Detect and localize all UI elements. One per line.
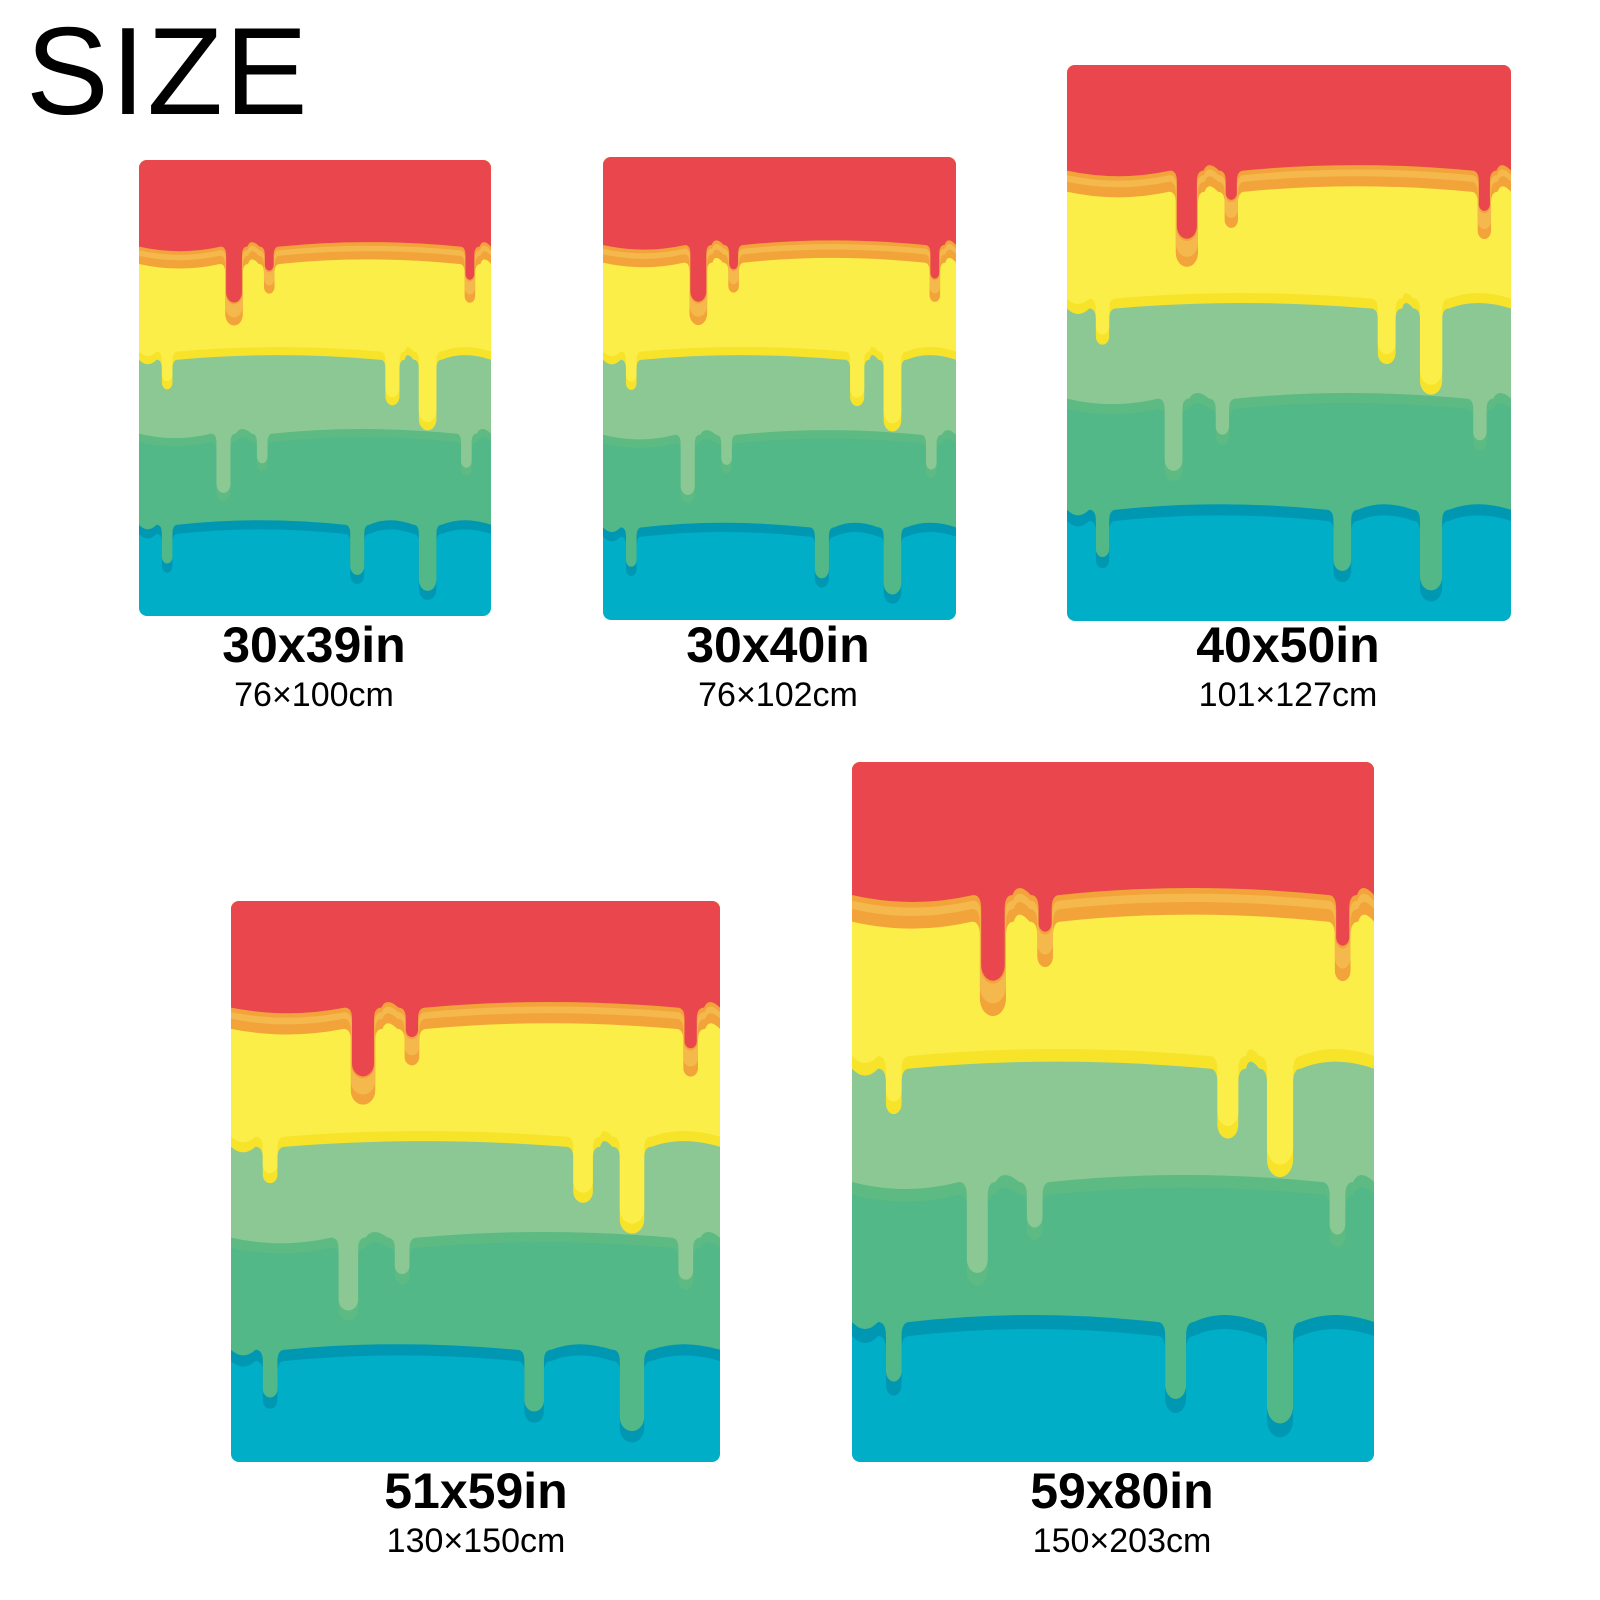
size-inches: 51x59in (384, 1463, 568, 1519)
size-cm: 150×203cm (1032, 1522, 1212, 1560)
size-cm: 76×102cm (698, 676, 858, 714)
blanket-preview (139, 160, 491, 616)
blanket-preview (603, 157, 956, 620)
size-inches: 40x50in (1196, 617, 1380, 673)
size-cm: 76×100cm (234, 676, 394, 714)
size-inches: 30x40in (686, 617, 870, 673)
blanket-preview (1067, 65, 1511, 621)
size-inches: 30x39in (222, 617, 406, 673)
blanket-preview (852, 762, 1374, 1462)
size-cm: 130×150cm (386, 1522, 566, 1560)
title: SIZE (26, 3, 310, 141)
size-inches: 59x80in (1030, 1463, 1214, 1519)
blanket-preview (231, 901, 720, 1462)
size-cm: 101×127cm (1198, 676, 1378, 714)
